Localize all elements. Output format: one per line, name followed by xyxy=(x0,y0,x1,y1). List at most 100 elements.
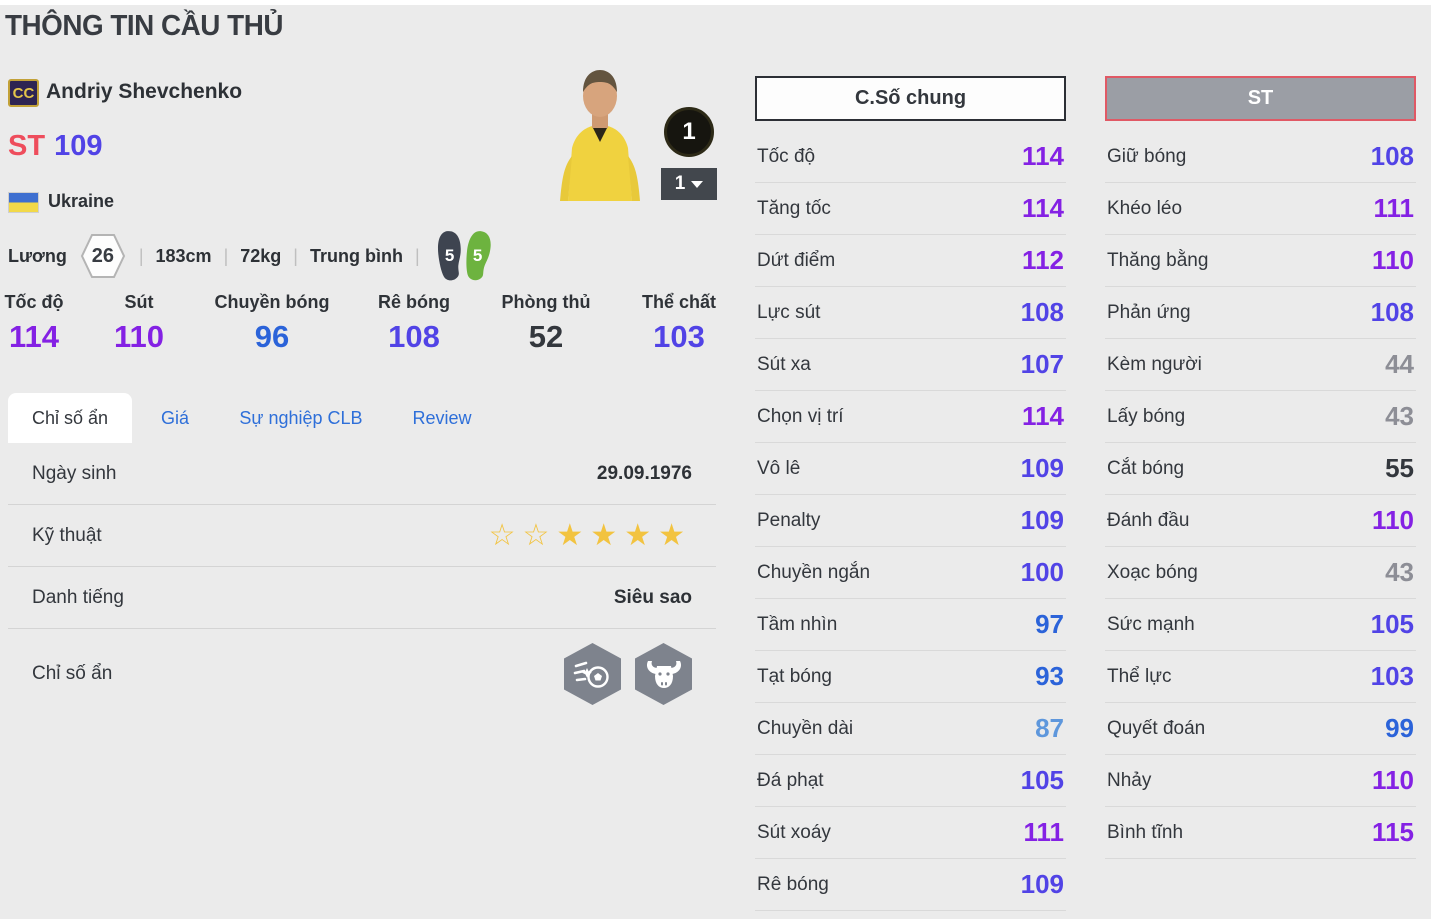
stat-value: 43 xyxy=(1385,401,1414,431)
stat-value: 114 xyxy=(1022,193,1064,223)
stat-row: Cắt bóng 55 xyxy=(1105,443,1416,495)
stat-row: Vô lê 109 xyxy=(755,443,1066,495)
stat-row: Tăng tốc 114 xyxy=(755,183,1066,235)
stat-row: Kèm người 44 xyxy=(1105,339,1416,391)
stat-label: Thăng bằng xyxy=(1107,249,1209,271)
stat-value: 99 xyxy=(1385,713,1414,743)
page-title: THÔNG TIN CẦU THỦ xyxy=(5,10,283,42)
stat-value: 115 xyxy=(1372,817,1414,847)
right-foot-rating: 5 xyxy=(472,246,483,265)
fame-value: Siêu sao xyxy=(613,586,692,608)
stat-row: Chuyền dài 87 xyxy=(755,703,1066,755)
stat-value: 109 xyxy=(1020,505,1064,535)
details-panel: Ngày sinh 29.09.1976 Kỹ thuật ☆☆★★★★ Dan… xyxy=(8,443,716,719)
stat-row: Nhảy 110 xyxy=(1105,755,1416,807)
stat-value: 87 xyxy=(1035,713,1064,743)
stat-label: Dứt điểm xyxy=(757,249,836,271)
position-overall: ST 109 xyxy=(8,130,102,163)
overview-stat-value: 110 xyxy=(113,319,164,354)
stat-row: Rê bóng 109 xyxy=(755,859,1066,911)
stat-row: Khéo léo 111 xyxy=(1105,183,1416,235)
separator: | xyxy=(138,245,144,266)
cc-card-badge: CC xyxy=(8,79,39,107)
level-dropdown[interactable]: 1 xyxy=(661,168,717,200)
stat-label: Phản ứng xyxy=(1107,301,1191,323)
hidden-trait-icons xyxy=(564,643,692,705)
stat-label: Penalty xyxy=(757,509,821,531)
left-foot-rating: 5 xyxy=(444,246,455,265)
tab-su-nghiep-clb[interactable]: Sự nghiệp CLB xyxy=(239,407,363,428)
stat-row: Giữ bóng 108 xyxy=(1105,131,1416,183)
stat-value: 111 xyxy=(1023,817,1064,847)
hexagon-outline-icon xyxy=(80,234,125,278)
stat-row: Tầm nhìn 97 xyxy=(755,599,1066,651)
stat-value: 110 xyxy=(1372,505,1414,535)
stat-label: Lực sút xyxy=(757,301,821,323)
stat-label: Cắt bóng xyxy=(1107,457,1185,479)
overview-stat: Rê bóng 108 xyxy=(359,292,469,355)
stat-value: 109 xyxy=(1020,453,1064,483)
tab-gia[interactable]: Giá xyxy=(160,407,189,428)
overview-stat-label: Chuyền bóng xyxy=(214,292,330,312)
general-stats-column: C.Số chung Tốc độ 114 Tăng tốc 114 Dứt đ… xyxy=(755,76,1066,911)
position-stats-column: ST Giữ bóng 108 Khéo léo 111 Thăng bằng … xyxy=(1105,76,1416,859)
overview-stat-label: Tốc độ xyxy=(4,292,64,312)
tab-review[interactable]: Review xyxy=(412,407,472,428)
stat-value: 114 xyxy=(1022,401,1064,431)
stat-label: Đánh đầu xyxy=(1107,509,1190,531)
stat-value: 109 xyxy=(1020,869,1064,899)
stat-label: Rê bóng xyxy=(757,873,829,895)
stat-row: Sút xa 107 xyxy=(755,339,1066,391)
overview-stat-value: 96 xyxy=(254,319,290,354)
overview-stat: Chuyền bóng 96 xyxy=(202,292,342,355)
player-overall: 109 xyxy=(54,130,103,162)
player-height: 183cm xyxy=(155,245,212,266)
stat-label: Sút xoáy xyxy=(757,821,831,843)
fame-label: Danh tiếng xyxy=(32,586,124,608)
position-stats-button[interactable]: ST xyxy=(1105,76,1416,121)
stat-label: Nhảy xyxy=(1107,769,1152,791)
stat-label: Tầm nhìn xyxy=(757,613,838,635)
overview-stat-value: 114 xyxy=(8,319,59,354)
stat-label: Giữ bóng xyxy=(1107,145,1187,167)
stat-value: 43 xyxy=(1385,557,1414,587)
birthdate-row: Ngày sinh 29.09.1976 xyxy=(8,443,716,505)
stat-label: Sức mạnh xyxy=(1107,613,1195,635)
stat-row: Chuyền ngắn 100 xyxy=(755,547,1066,599)
salary-value: 26 xyxy=(91,244,114,267)
stat-label: Xoạc bóng xyxy=(1107,561,1198,583)
player-body-type: Trung bình xyxy=(309,245,403,266)
stat-value: 111 xyxy=(1373,193,1414,223)
stat-value: 105 xyxy=(1020,765,1064,795)
stat-row: Sút xoáy 111 xyxy=(755,807,1066,859)
separator: | xyxy=(414,245,420,266)
stat-row: Đá phạt 105 xyxy=(755,755,1066,807)
stat-row: Đánh đầu 110 xyxy=(1105,495,1416,547)
tab-chi-so-an[interactable]: Chỉ số ẩn xyxy=(8,393,132,443)
stat-row: Phản ứng 108 xyxy=(1105,287,1416,339)
stat-label: Tạt bóng xyxy=(757,665,832,687)
salary-hex-badge: 26 xyxy=(79,232,127,280)
stat-value: 93 xyxy=(1035,661,1064,691)
stat-row: Bình tĩnh 115 xyxy=(1105,807,1416,859)
overview-stat: Phòng thủ 52 xyxy=(486,292,606,355)
level-dropdown-value: 1 xyxy=(674,173,686,194)
stat-row: Tạt bóng 93 xyxy=(755,651,1066,703)
stat-label: Đá phạt xyxy=(757,769,824,791)
stat-label: Tốc độ xyxy=(757,145,816,167)
stat-label: Kèm người xyxy=(1107,353,1202,375)
stat-label: Chọn vị trí xyxy=(757,405,844,427)
separator: | xyxy=(293,245,298,266)
player-weight: 72kg xyxy=(240,245,282,266)
stat-value: 55 xyxy=(1385,453,1414,483)
overview-stat-value: 103 xyxy=(653,319,705,354)
stat-label: Tăng tốc xyxy=(757,197,831,219)
stat-row: Thăng bằng 110 xyxy=(1105,235,1416,287)
overview-stat-value: 52 xyxy=(528,319,564,354)
stat-value: 107 xyxy=(1020,349,1064,379)
foot-ratings: 5 5 xyxy=(434,230,494,282)
birthdate-value: 29.09.1976 xyxy=(596,462,692,484)
general-stats-button[interactable]: C.Số chung xyxy=(755,76,1066,121)
stat-value: 114 xyxy=(1022,141,1064,171)
